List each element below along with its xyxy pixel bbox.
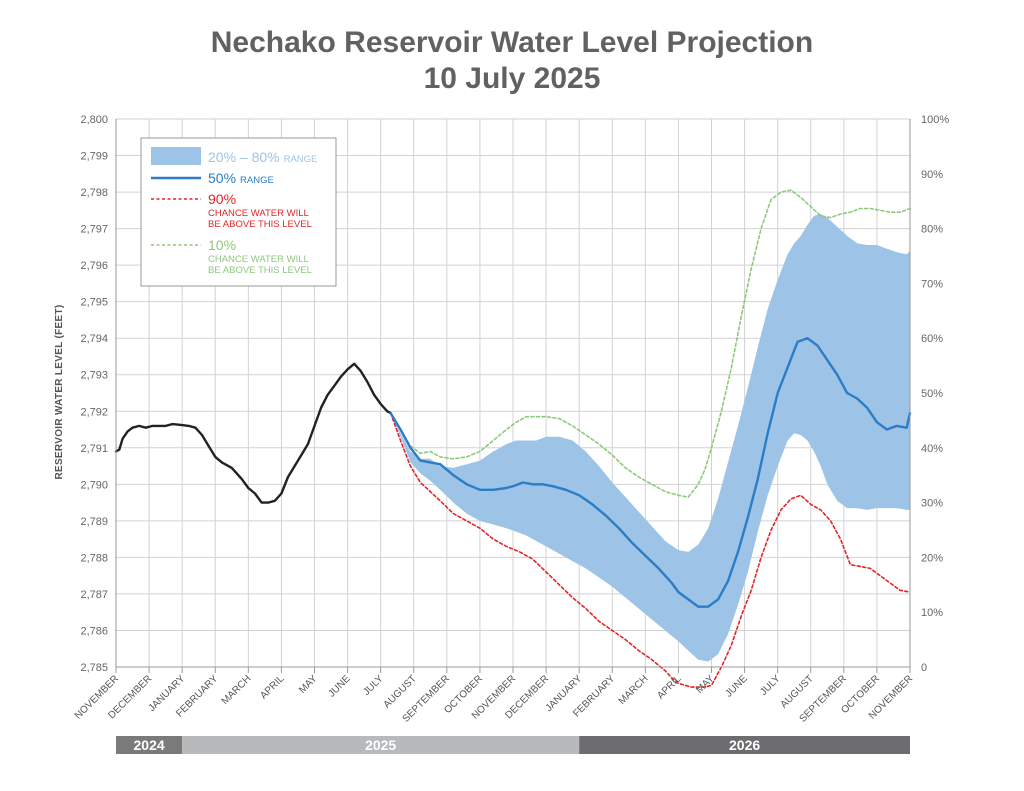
y-tick-label: 2,792 bbox=[80, 406, 108, 418]
y-tick-label: 2,798 bbox=[80, 187, 108, 199]
series-layer bbox=[114, 189, 912, 688]
legend-band-label: 20% – 80% RANGE bbox=[208, 149, 317, 165]
axes: 2,785 2,786 2,787 2,788 2,789 2,790 2,791 2,792… bbox=[80, 114, 949, 674]
y-tick-label: 2,799 bbox=[80, 151, 108, 163]
y2-tick-label: 70% bbox=[921, 278, 943, 290]
x-tick-label: APRIL bbox=[258, 673, 287, 702]
year-label: 2025 bbox=[365, 737, 396, 753]
y-tick-label: 2,790 bbox=[80, 479, 108, 491]
year-bar: 2024 2025 2026 bbox=[116, 736, 910, 754]
chart-subtitle: 10 July 2025 bbox=[423, 62, 601, 95]
y-tick-label: 2,787 bbox=[80, 589, 108, 601]
legend: 20% – 80% RANGE 50% RANGE 90% CHANCE WATER… bbox=[140, 137, 337, 287]
x-tick-label: MARCH bbox=[220, 673, 254, 707]
range-band-layer bbox=[390, 214, 911, 662]
y2-tick-label: 20% bbox=[921, 552, 943, 564]
y2-tick-label: 60% bbox=[921, 333, 943, 345]
legend-p90-desc2: BE ABOVE THIS LEVEL bbox=[208, 219, 312, 230]
y-tick-label: 2,794 bbox=[80, 333, 108, 345]
y-tick-label: 2,797 bbox=[80, 224, 108, 236]
y2-tick-label: 90% bbox=[921, 169, 943, 181]
y-tick-label: 2,789 bbox=[80, 516, 108, 528]
y2-tick-label: 100% bbox=[921, 114, 949, 126]
y-tick-label: 2,793 bbox=[80, 370, 108, 382]
series-line-50 bbox=[389, 337, 912, 608]
y2-tick-label: 40% bbox=[921, 443, 943, 455]
x-tick-label: APRIL bbox=[655, 673, 684, 702]
y2-tick-label: 80% bbox=[921, 224, 943, 236]
legend-median-label: 50% RANGE bbox=[208, 170, 274, 186]
y-tick-label: 2,791 bbox=[80, 443, 108, 455]
year-bar-segment bbox=[116, 736, 183, 754]
y2-tick-label: 10% bbox=[921, 607, 943, 619]
y2-tick-label: 50% bbox=[921, 388, 943, 400]
legend-p10-desc2: BE ABOVE THIS LEVEL bbox=[208, 265, 312, 276]
year-bar-segment bbox=[182, 736, 580, 754]
y-tick-label: 2,796 bbox=[80, 260, 108, 272]
range-band-20-80 bbox=[390, 214, 911, 662]
x-tick-label: JULY bbox=[361, 673, 386, 698]
y2-tick-label: 0 bbox=[921, 662, 927, 674]
x-tick-label: MAY bbox=[694, 673, 717, 696]
y-tick-label: 2,800 bbox=[80, 114, 108, 126]
year-label: 2024 bbox=[134, 737, 165, 753]
legend-p10-label: 10% bbox=[208, 237, 236, 253]
series-line-90 bbox=[389, 412, 911, 688]
y-tick-label: 2,795 bbox=[80, 297, 108, 309]
legend-p90-label: 90% bbox=[208, 191, 236, 207]
year-label: 2026 bbox=[729, 737, 760, 753]
x-tick-label: JUNE bbox=[326, 673, 352, 699]
x-tick-label: JUNE bbox=[723, 673, 749, 699]
y2-tick-label: 30% bbox=[921, 498, 943, 510]
y-tick-label: 2,785 bbox=[80, 662, 108, 674]
chart-title: Nechako Reservoir Water Level Projection bbox=[210, 26, 814, 59]
y-axis-label: RESERVOIR WATER LEVEL (FEET) bbox=[54, 304, 65, 479]
year-bar-segment bbox=[579, 736, 910, 754]
x-tick-label: JULY bbox=[758, 673, 783, 698]
y-tick-label: 2,786 bbox=[80, 625, 108, 637]
y-tick-label: 2,788 bbox=[80, 552, 108, 564]
series-line-10 bbox=[389, 189, 911, 498]
legend-band-swatch bbox=[151, 147, 201, 165]
x-tick-label: MARCH bbox=[617, 673, 651, 707]
legend-p90-desc1: CHANCE WATER WILL bbox=[208, 208, 309, 219]
legend-p10-desc1: CHANCE WATER WILL bbox=[208, 254, 309, 265]
series-line-historical bbox=[114, 362, 392, 504]
x-tick-label: MAY bbox=[297, 673, 320, 696]
